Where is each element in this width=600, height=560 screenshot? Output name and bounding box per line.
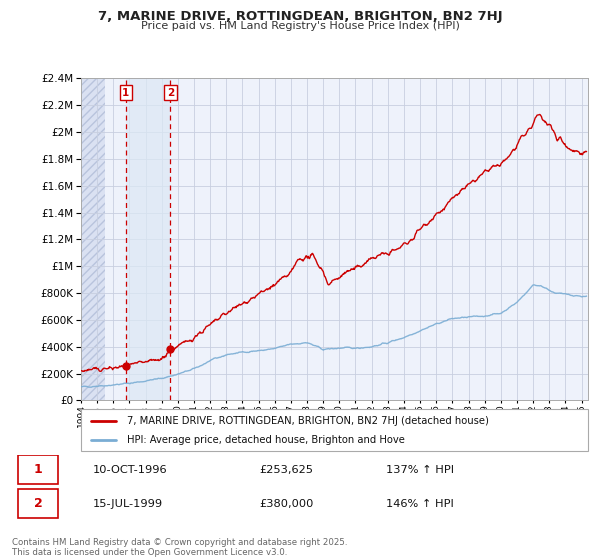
- Text: 7, MARINE DRIVE, ROTTINGDEAN, BRIGHTON, BN2 7HJ: 7, MARINE DRIVE, ROTTINGDEAN, BRIGHTON, …: [98, 10, 502, 23]
- Text: 137% ↑ HPI: 137% ↑ HPI: [386, 465, 455, 475]
- Text: 15-JUL-1999: 15-JUL-1999: [92, 499, 163, 509]
- FancyBboxPatch shape: [18, 489, 58, 518]
- FancyBboxPatch shape: [81, 409, 588, 451]
- Text: £380,000: £380,000: [260, 499, 314, 509]
- Text: 1: 1: [34, 463, 42, 476]
- Text: 2: 2: [34, 497, 42, 510]
- Text: 1: 1: [122, 88, 130, 98]
- Text: 7, MARINE DRIVE, ROTTINGDEAN, BRIGHTON, BN2 7HJ (detached house): 7, MARINE DRIVE, ROTTINGDEAN, BRIGHTON, …: [127, 416, 488, 426]
- Text: HPI: Average price, detached house, Brighton and Hove: HPI: Average price, detached house, Brig…: [127, 435, 404, 445]
- Text: 10-OCT-1996: 10-OCT-1996: [92, 465, 167, 475]
- Bar: [126, 78, 170, 400]
- FancyBboxPatch shape: [18, 455, 58, 484]
- Text: Contains HM Land Registry data © Crown copyright and database right 2025.
This d: Contains HM Land Registry data © Crown c…: [12, 538, 347, 557]
- Polygon shape: [81, 78, 105, 400]
- Text: £253,625: £253,625: [260, 465, 314, 475]
- Text: 146% ↑ HPI: 146% ↑ HPI: [386, 499, 454, 509]
- Text: 2: 2: [167, 88, 174, 98]
- Text: Price paid vs. HM Land Registry's House Price Index (HPI): Price paid vs. HM Land Registry's House …: [140, 21, 460, 31]
